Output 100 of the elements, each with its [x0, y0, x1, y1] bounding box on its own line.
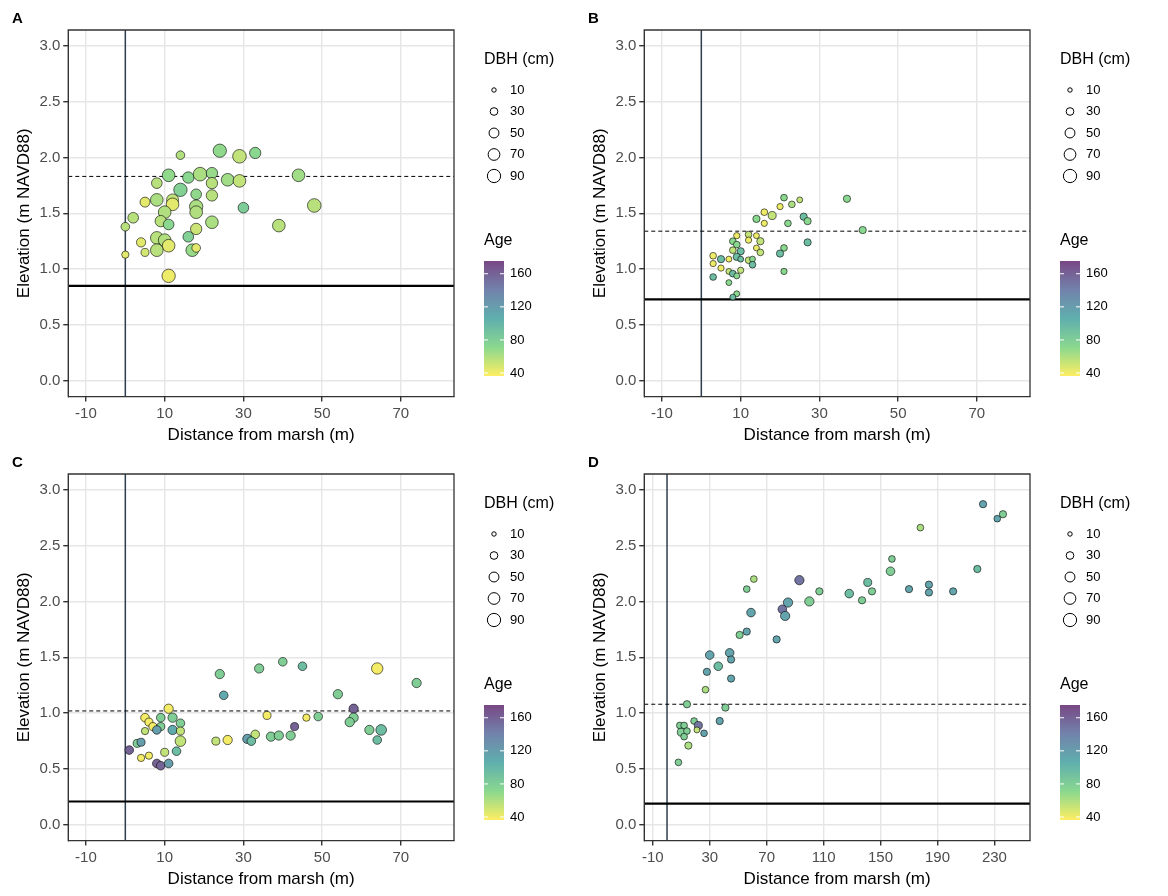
x-tick-label: 70 [968, 403, 986, 421]
x-tick-label: 70 [392, 847, 410, 865]
legend-label: 90 [1086, 167, 1101, 183]
x-tick-label: 50 [313, 403, 331, 421]
legend-label: 70 [1086, 590, 1101, 606]
x-tick-label: -10 [651, 403, 673, 421]
x-tick-label: 230 [981, 847, 1007, 865]
x-tick-label: 190 [924, 847, 950, 865]
color-bar-label: 80 [1086, 331, 1101, 347]
y-tick-label: 0.0 [615, 371, 637, 389]
x-axis-title: Distance from marsh (m) [167, 869, 355, 889]
x-axis-title: Distance from marsh (m) [743, 425, 931, 445]
legend-label: 30 [510, 103, 525, 119]
color-bar-label: 80 [510, 331, 525, 347]
color-bar-label: 40 [1086, 364, 1101, 380]
color-bar-title: Age [1060, 230, 1089, 248]
y-tick-label: 3.0 [615, 479, 637, 497]
y-axis-title: Elevation (m NAVD88) [13, 572, 33, 743]
y-tick-label: 1.0 [615, 703, 637, 721]
x-tick-label: 70 [392, 403, 410, 421]
color-bar-label: 120 [1086, 742, 1108, 758]
y-tick-label: 2.5 [615, 91, 637, 109]
color-bar-label: 40 [510, 808, 525, 824]
color-bar-title: Age [484, 674, 513, 692]
x-tick-label: 30 [235, 847, 252, 865]
color-bar-label: 40 [1086, 808, 1101, 824]
y-axis-title: Elevation (m NAVD88) [589, 128, 609, 299]
color-bar-label: 160 [1086, 265, 1108, 281]
x-tick-label: -10 [75, 847, 97, 865]
legend-label: 50 [1086, 568, 1101, 584]
x-axis-title: Distance from marsh (m) [743, 869, 931, 889]
chart-title: A [12, 9, 23, 27]
x-tick-label: 30 [701, 847, 719, 865]
y-tick-label: 2.5 [615, 535, 637, 553]
color-bar-label: 40 [510, 364, 525, 380]
y-tick-label: 2.5 [39, 91, 61, 109]
y-tick-label: 1.5 [615, 647, 637, 665]
color-bar-label: 160 [510, 709, 532, 725]
y-tick-label: 3.0 [39, 35, 61, 53]
legend-title: DBH (cm) [1060, 494, 1131, 512]
color-bar-label: 80 [1086, 775, 1101, 791]
x-tick-label: 70 [758, 847, 776, 865]
x-axis-title: Distance from marsh (m) [167, 425, 355, 445]
color-bar-label: 160 [1086, 709, 1108, 725]
y-tick-label: 3.0 [615, 35, 637, 53]
legend-label: 30 [1086, 103, 1101, 119]
y-tick-label: 1.0 [39, 259, 61, 277]
y-tick-label: 2.0 [39, 591, 61, 609]
chart-title: C [12, 453, 23, 471]
legend-label: 10 [510, 525, 525, 541]
x-tick-label: 50 [889, 403, 907, 421]
y-tick-label: 0.5 [39, 315, 61, 333]
y-tick-label: 1.5 [39, 203, 61, 221]
legend-label: 50 [1086, 124, 1101, 140]
legend-label: 70 [1086, 146, 1101, 162]
x-tick-label: 30 [811, 403, 828, 421]
y-axis-title: Elevation (m NAVD88) [13, 128, 33, 299]
legend-label: 10 [510, 81, 525, 97]
y-tick-label: 0.5 [615, 315, 637, 333]
y-tick-label: 2.5 [39, 535, 61, 553]
x-tick-label: 50 [313, 847, 331, 865]
color-bar-label: 120 [510, 298, 532, 314]
x-tick-label: 150 [868, 847, 894, 865]
legend-label: 10 [1086, 525, 1101, 541]
legend-title: DBH (cm) [484, 494, 555, 512]
x-tick-label: -10 [641, 847, 664, 865]
legend-label: 90 [510, 167, 525, 183]
legend-label: 50 [510, 568, 525, 584]
y-tick-label: 0.0 [615, 815, 637, 833]
legend-label: 10 [1086, 81, 1101, 97]
x-tick-label: -10 [75, 403, 97, 421]
x-tick-label: 10 [156, 847, 174, 865]
color-bar-title: Age [1060, 674, 1089, 692]
color-bar-label: 80 [510, 775, 525, 791]
legend-title: DBH (cm) [1060, 50, 1131, 68]
legend-label: 30 [1086, 547, 1101, 563]
y-tick-label: 1.0 [615, 259, 637, 277]
legend-label: 50 [510, 124, 525, 140]
legend-label: 70 [510, 146, 525, 162]
color-bar-label: 120 [510, 742, 532, 758]
y-tick-label: 0.0 [39, 371, 61, 389]
y-tick-label: 2.0 [615, 147, 637, 165]
x-tick-label: 10 [156, 403, 174, 421]
y-tick-label: 2.0 [39, 147, 61, 165]
color-bar-title: Age [484, 230, 513, 248]
chart-title: B [588, 9, 599, 27]
legend-title: DBH (cm) [484, 50, 555, 68]
y-axis-title: Elevation (m NAVD88) [589, 572, 609, 743]
chart-title: D [588, 453, 599, 471]
y-tick-label: 0.5 [615, 759, 637, 777]
x-tick-label: 10 [732, 403, 750, 421]
y-tick-label: 2.0 [615, 591, 637, 609]
y-tick-label: 0.5 [39, 759, 61, 777]
y-tick-label: 1.5 [615, 203, 637, 221]
color-bar-label: 160 [510, 265, 532, 281]
y-tick-label: 0.0 [39, 815, 61, 833]
legend-label: 70 [510, 590, 525, 606]
x-tick-label: 110 [811, 847, 836, 865]
y-tick-label: 1.5 [39, 647, 61, 665]
legend-label: 90 [510, 611, 525, 627]
